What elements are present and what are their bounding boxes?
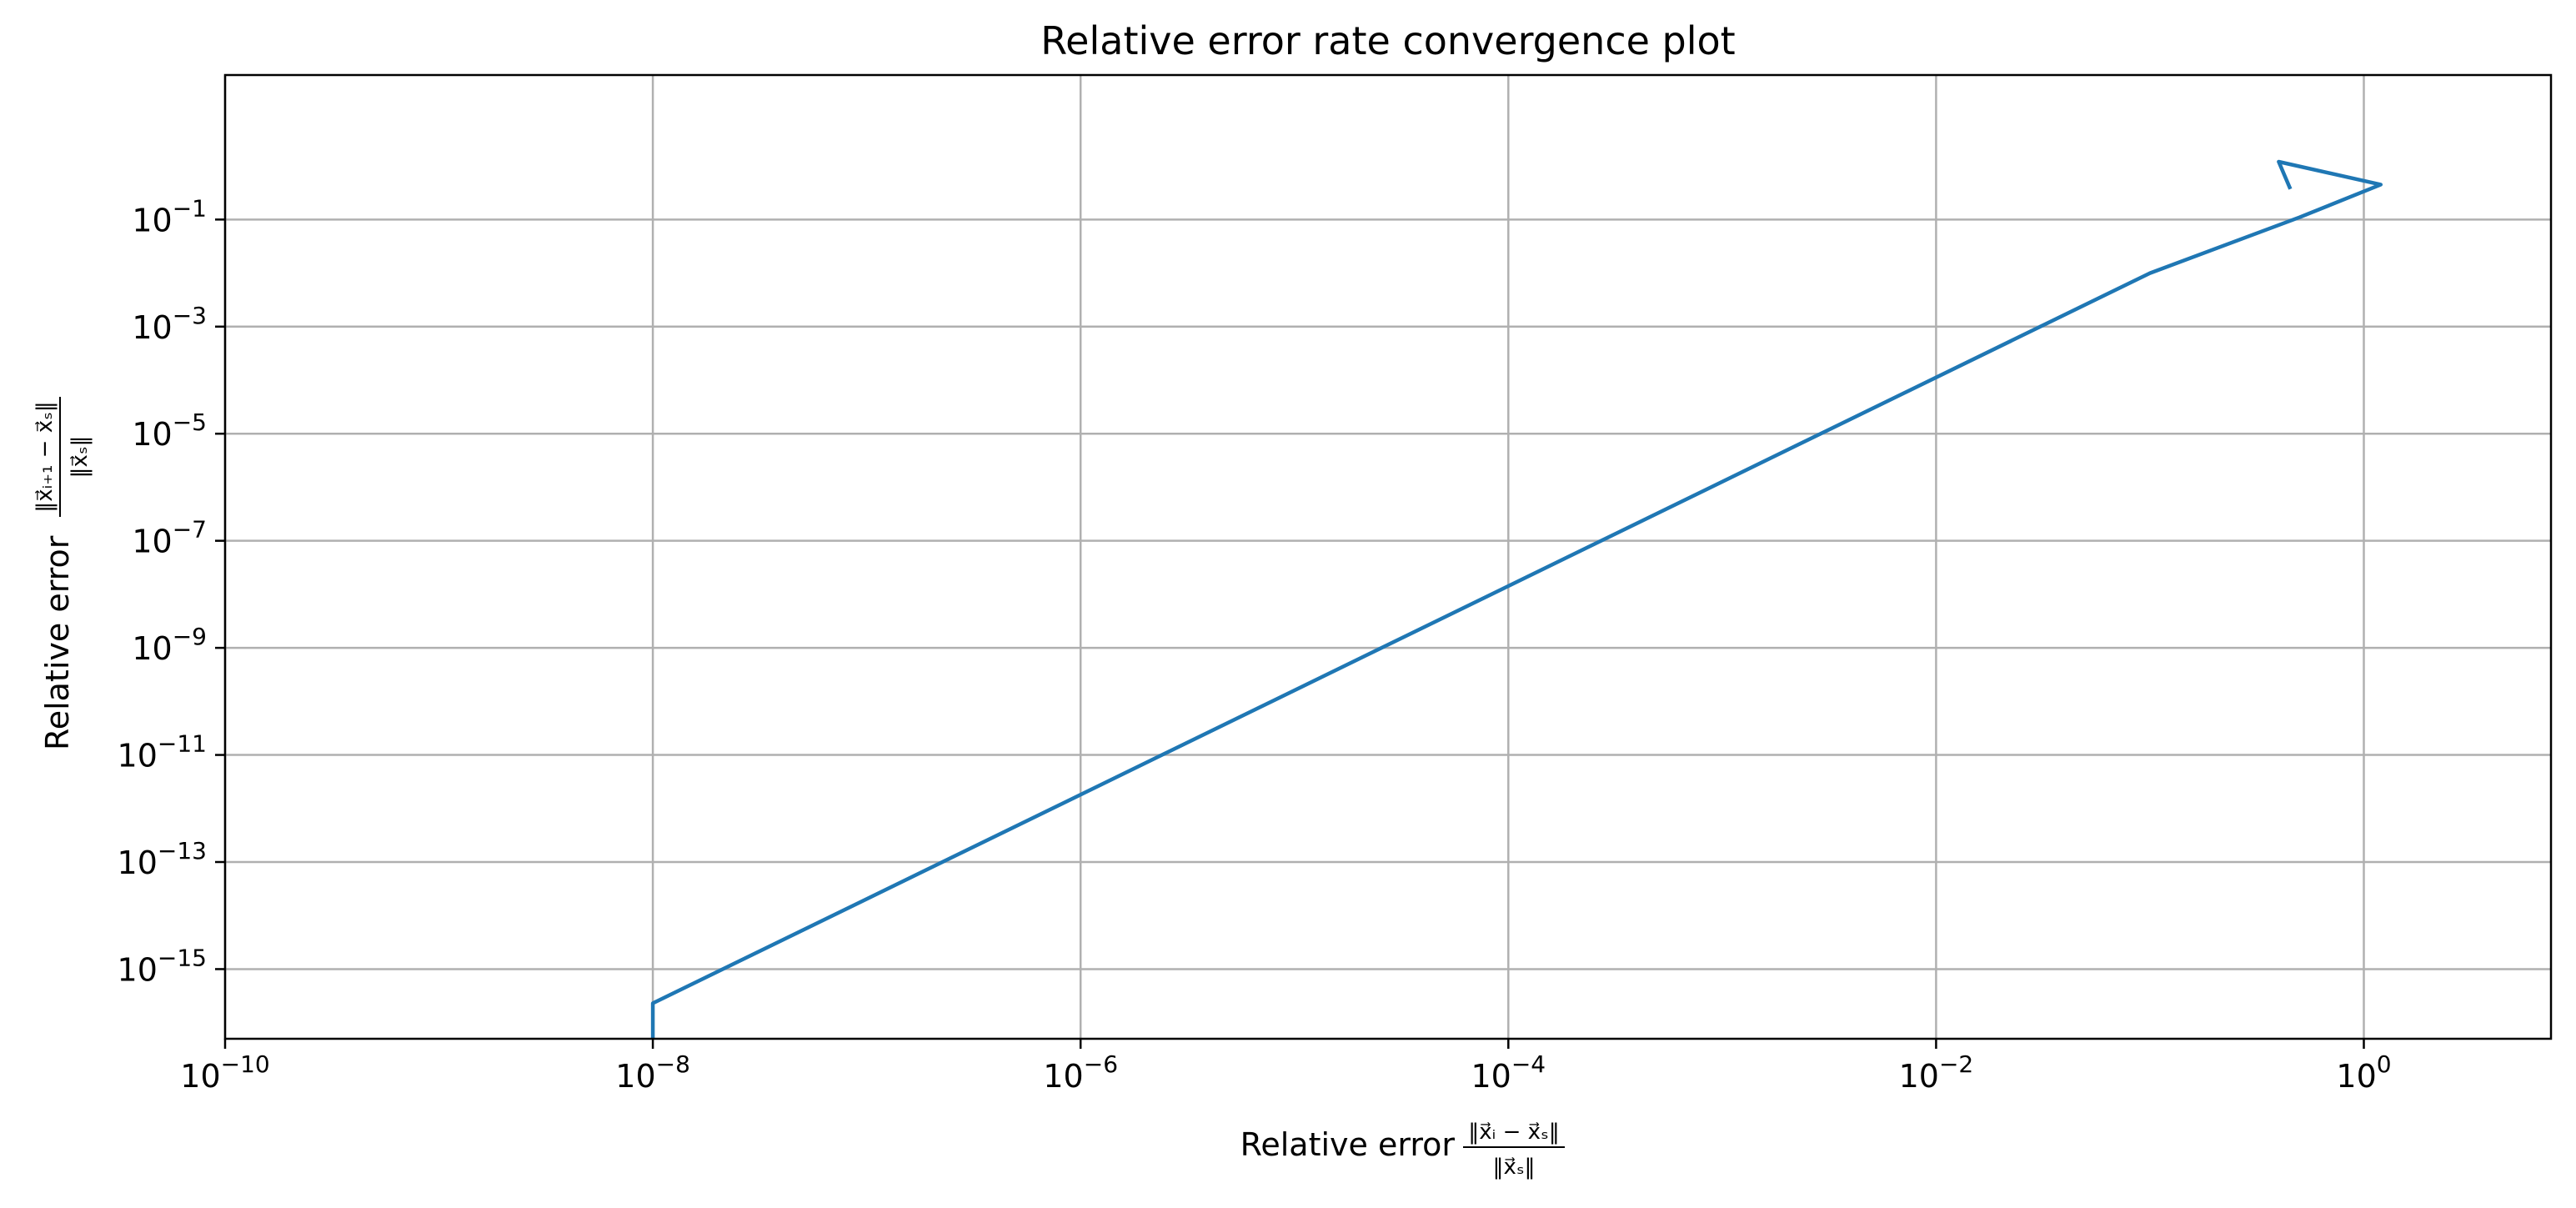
series-line (650, 159, 2383, 1039)
y-tick-label: 10−5 (132, 409, 207, 453)
y-tick-label: 10−11 (118, 730, 207, 774)
y-tick-label: 10−9 (132, 623, 207, 667)
y-tick-label: 10−7 (132, 516, 207, 560)
y-axis-label: Relative error ‖x⃗ᵢ₊₁ − x⃗ₛ‖ ‖x⃗ₛ‖ (33, 397, 93, 750)
x-axis-label-prefix: Relative error (1240, 1126, 1456, 1163)
x-tick-label: 10−2 (1899, 1050, 1974, 1095)
plot-frame (223, 73, 2553, 1040)
y-axis-label-numerator: ‖x⃗ᵢ₊₁ − x⃗ₛ‖ (33, 401, 58, 513)
x-axis-label-denominator: ‖x⃗ₛ‖ (1492, 1155, 1535, 1180)
grid-lines (223, 75, 2551, 1039)
x-tick-label: 10−8 (615, 1050, 690, 1095)
y-tick-label: 10−1 (132, 194, 207, 238)
tick-layer: 10−10 10−8 10−6 10−4 10−2 100 10−15 10−13 10−11 1… (118, 194, 2392, 1095)
x-tick-label: 10−10 (180, 1050, 269, 1095)
y-tick-label: 10−13 (118, 837, 207, 881)
x-tick-label: 100 (2336, 1050, 2391, 1095)
data-layer (650, 159, 2383, 1039)
y-axis-label-denominator: ‖x⃗ₛ‖ (68, 435, 93, 478)
y-axis-label-prefix: Relative error (39, 535, 76, 750)
y-tick-label: 10−3 (132, 302, 207, 346)
x-axis-label: Relative error ‖x⃗ᵢ − x⃗ₛ‖ ‖x⃗ₛ‖ (1240, 1120, 1565, 1180)
x-tick-label: 10−4 (1471, 1050, 1546, 1095)
chart-title: Relative error rate convergence plot (1040, 18, 1735, 63)
x-axis-label-numerator: ‖x⃗ᵢ − x⃗ₛ‖ (1468, 1120, 1559, 1145)
y-tick-label: 10−15 (118, 944, 207, 988)
x-tick-label: 10−6 (1043, 1050, 1118, 1095)
